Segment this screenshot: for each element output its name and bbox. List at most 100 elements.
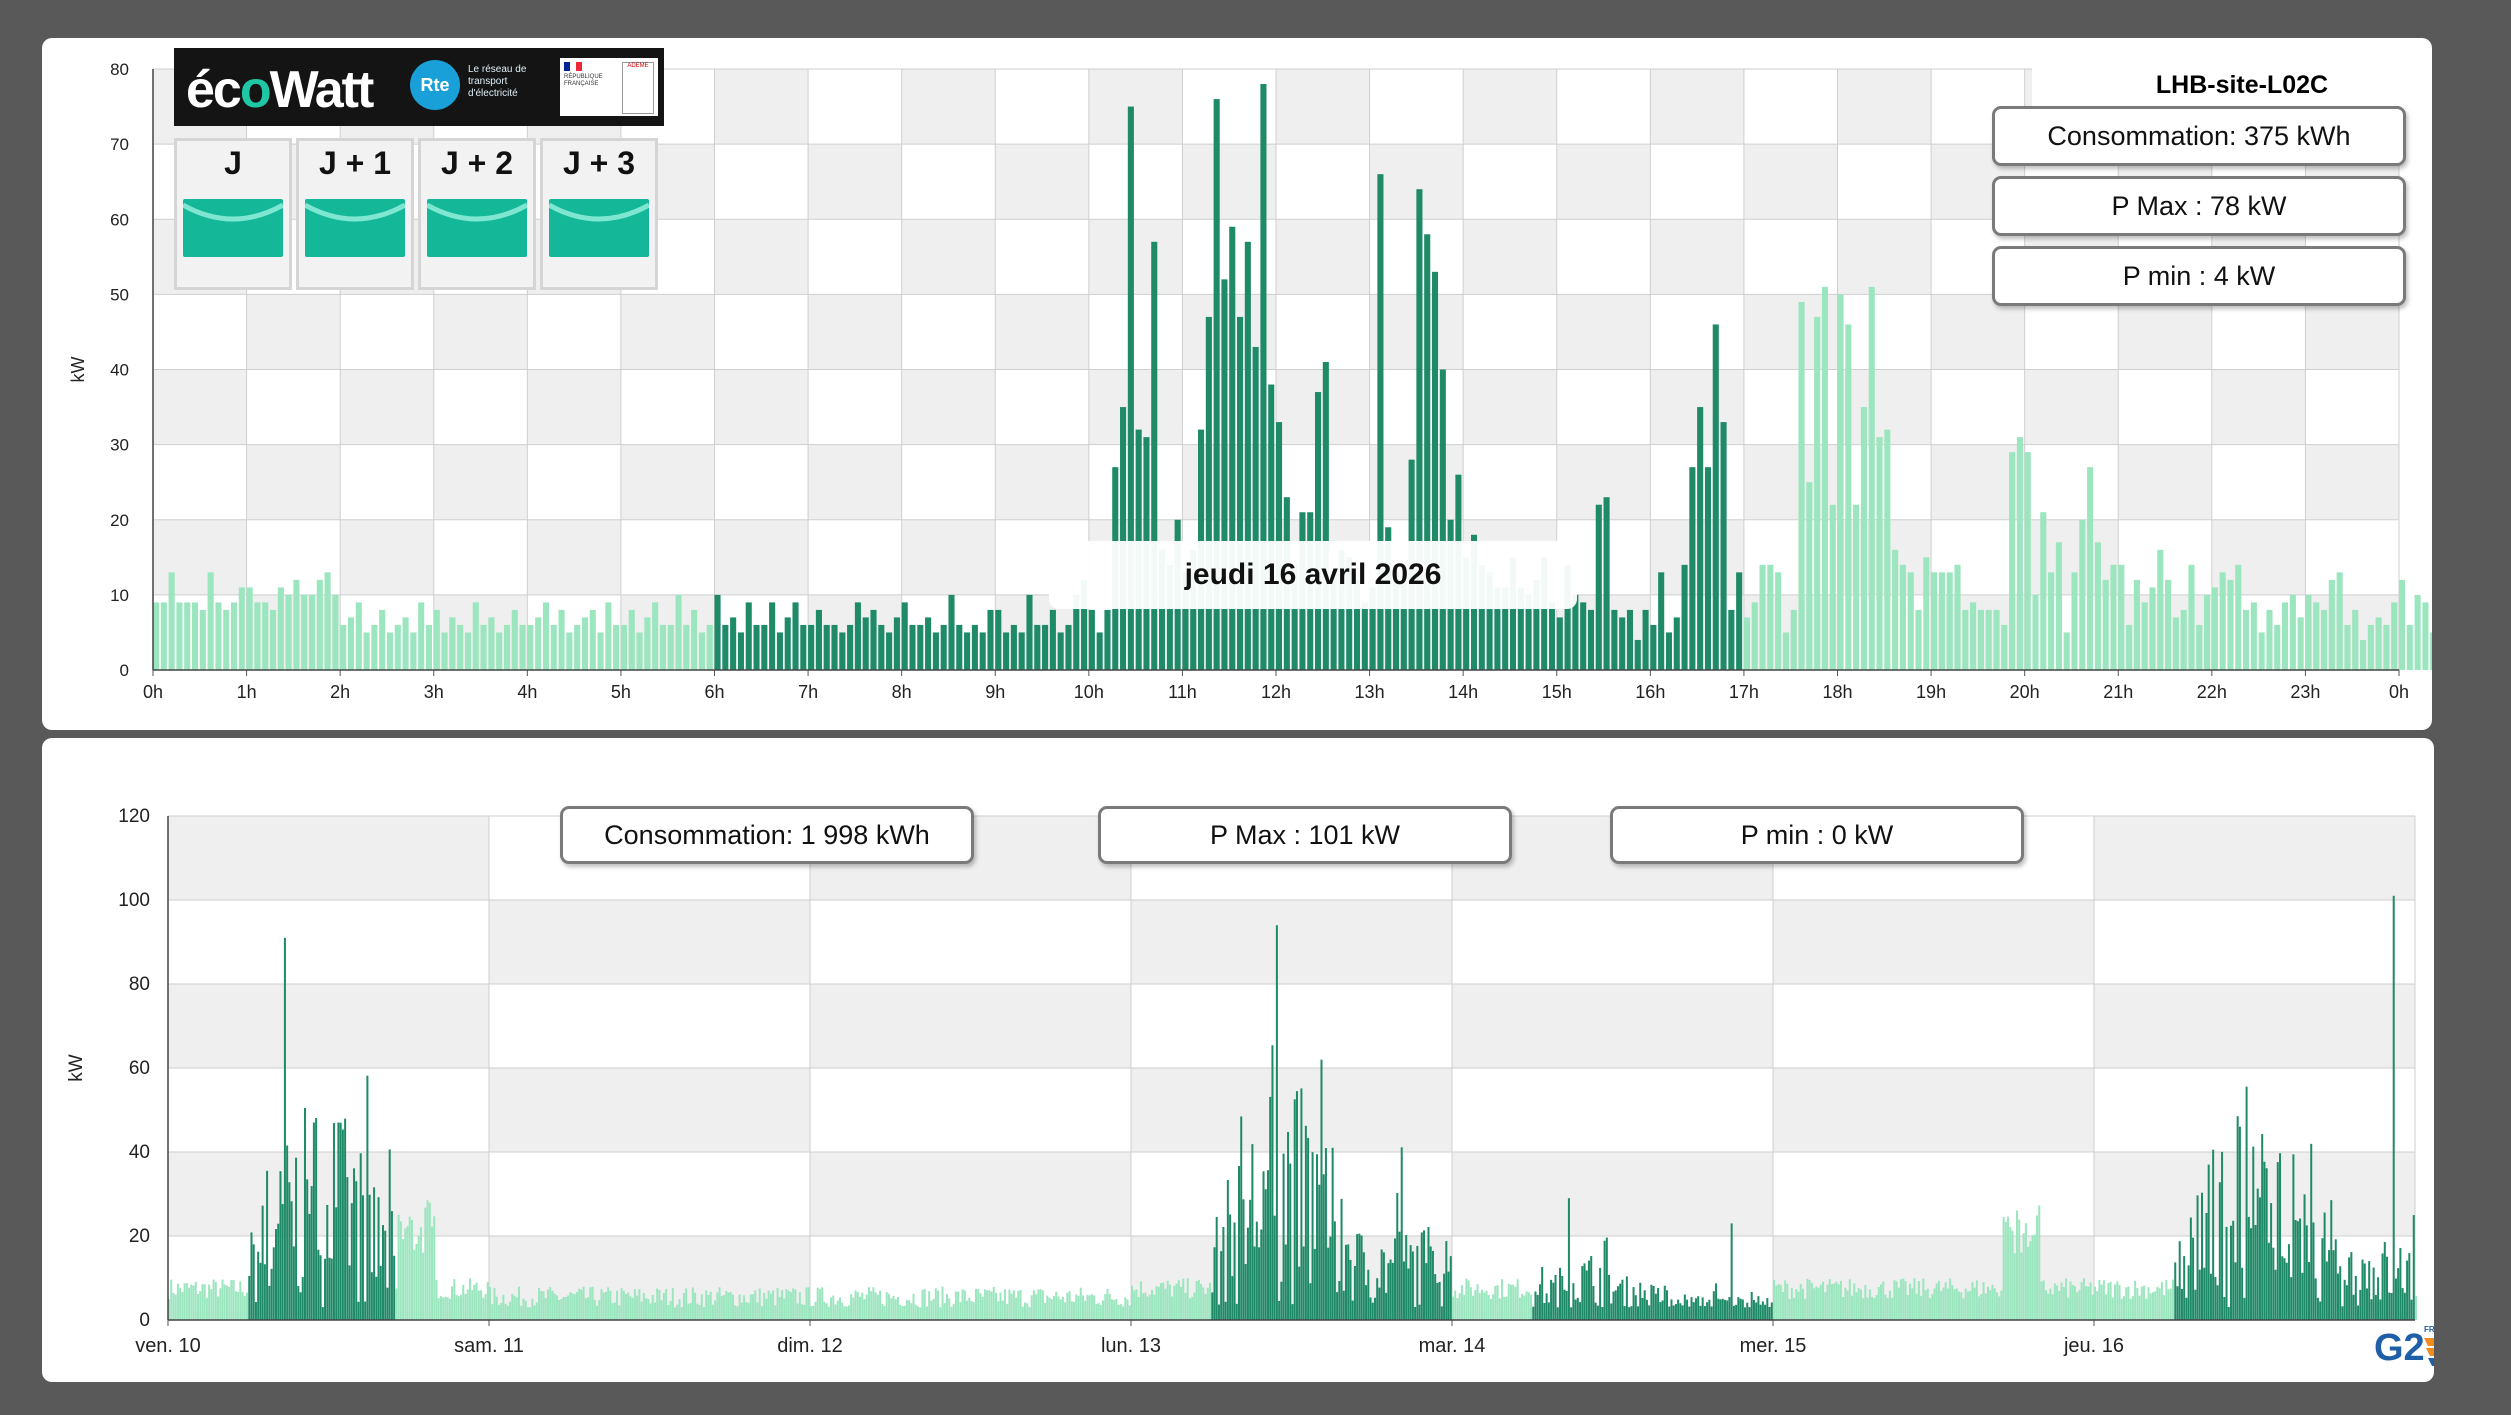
bar xyxy=(658,1290,661,1320)
x-tick-label: mer. 15 xyxy=(1740,1335,1807,1357)
grid-band xyxy=(620,444,715,520)
bar xyxy=(1666,1290,1669,1320)
bar xyxy=(1548,602,1556,670)
bar xyxy=(1258,1247,1261,1320)
bar xyxy=(566,632,573,670)
bar xyxy=(2192,1237,2195,1320)
bar xyxy=(761,624,768,670)
bar xyxy=(1300,1088,1303,1320)
bar xyxy=(1231,1276,1234,1320)
bar xyxy=(337,1122,340,1320)
bar xyxy=(2232,1220,2235,1320)
bar xyxy=(1844,1287,1847,1320)
bar xyxy=(999,1292,1002,1320)
bar xyxy=(2125,1287,2128,1320)
bar xyxy=(2201,1192,2204,1320)
bar xyxy=(1046,1295,1049,1320)
bar xyxy=(2136,1287,2139,1320)
bar xyxy=(2187,1265,2190,1320)
bar xyxy=(2234,1262,2237,1320)
bar xyxy=(1184,1292,1187,1320)
bar xyxy=(893,617,900,670)
date-label: jeudi 16 avril 2026 xyxy=(1049,541,1577,609)
bar xyxy=(228,1286,231,1320)
bar xyxy=(1392,572,1400,670)
bar xyxy=(613,1302,616,1320)
bar xyxy=(2102,579,2109,670)
bar xyxy=(1032,1290,1035,1320)
bar xyxy=(230,1279,233,1320)
bar xyxy=(1280,1281,1283,1320)
bar xyxy=(930,1300,933,1320)
bar xyxy=(2211,587,2218,670)
bar xyxy=(737,632,744,670)
bar xyxy=(2209,1273,2212,1320)
site-name: LHB-site-L02C xyxy=(2032,64,2432,106)
bar xyxy=(509,1301,512,1320)
x-tick-label: sam. 11 xyxy=(454,1335,524,1357)
bar xyxy=(1697,1296,1700,1320)
bar xyxy=(535,1302,538,1320)
bar xyxy=(1819,1284,1822,1320)
bar xyxy=(787,1290,790,1320)
bar xyxy=(1454,1290,1457,1320)
bar xyxy=(629,1296,632,1320)
bar xyxy=(1677,1299,1680,1320)
bar xyxy=(2140,1286,2143,1320)
bar xyxy=(769,1293,772,1320)
bar xyxy=(184,602,191,670)
bar xyxy=(1358,1233,1361,1320)
bar xyxy=(520,1305,523,1320)
bar xyxy=(2375,617,2382,670)
bar xyxy=(1564,564,1571,670)
bar xyxy=(1888,1290,1891,1320)
bar xyxy=(1846,1290,1849,1320)
bar xyxy=(457,624,464,670)
bar xyxy=(285,594,292,670)
grid-band xyxy=(2305,444,2399,520)
bar xyxy=(174,1294,177,1320)
bar xyxy=(838,1297,841,1320)
bar xyxy=(2212,1149,2215,1320)
bar xyxy=(1006,1303,1009,1320)
bar xyxy=(517,1286,520,1320)
bar xyxy=(2243,609,2250,670)
bar xyxy=(2314,1278,2317,1320)
bar xyxy=(1486,572,1493,670)
bar xyxy=(1304,1125,1307,1320)
bar xyxy=(941,1286,944,1320)
bar xyxy=(341,1129,344,1320)
bar xyxy=(2403,1292,2406,1320)
bar xyxy=(2313,602,2320,670)
bar xyxy=(1628,1307,1631,1320)
bar xyxy=(2218,1182,2221,1320)
bar xyxy=(176,602,183,670)
bar xyxy=(1144,1292,1147,1320)
bar xyxy=(558,609,565,670)
bar xyxy=(1139,1281,1142,1320)
bar xyxy=(901,602,908,670)
bar xyxy=(2098,1280,2101,1320)
bar xyxy=(1970,602,1977,670)
bar xyxy=(196,1293,199,1320)
bar xyxy=(2325,1261,2328,1320)
bar xyxy=(2250,1228,2253,1320)
bar xyxy=(212,1279,215,1320)
bar xyxy=(1418,1304,1421,1320)
bar xyxy=(1001,1300,1004,1320)
bar xyxy=(1104,609,1111,670)
bar xyxy=(1938,572,1945,670)
bar xyxy=(1931,572,1938,670)
bar xyxy=(424,1207,427,1320)
bar xyxy=(1750,1291,1753,1320)
bar xyxy=(1322,361,1329,670)
bar xyxy=(2062,1287,2065,1320)
bar xyxy=(575,1292,578,1320)
bar xyxy=(1871,1296,1874,1320)
bar xyxy=(1333,1221,1336,1320)
x-tick-label: 2h xyxy=(330,682,350,702)
bar xyxy=(2178,1241,2181,1320)
bar xyxy=(382,1225,385,1320)
bar xyxy=(1634,639,1641,670)
bar xyxy=(223,609,230,670)
